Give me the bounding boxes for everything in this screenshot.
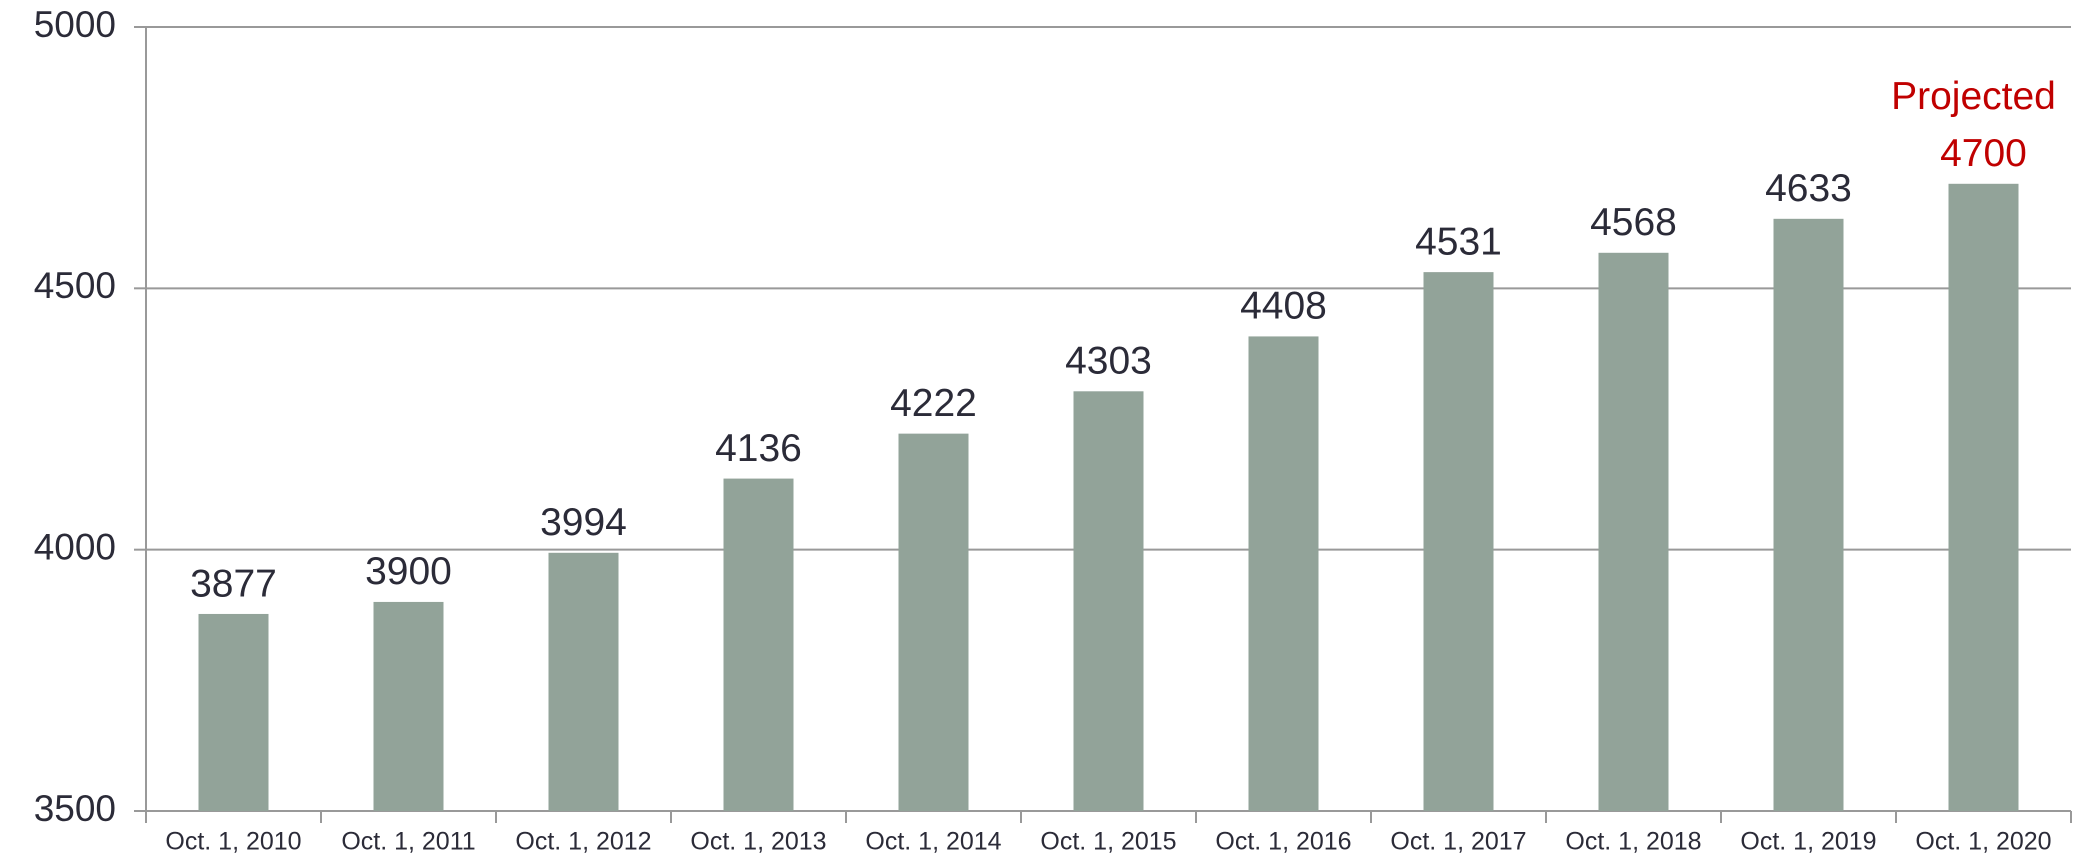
bar	[898, 433, 969, 811]
value-label: 4222	[890, 382, 977, 425]
value-label: 4700	[1940, 132, 2027, 175]
x-tick-label: Oct. 1, 2019	[1740, 828, 1876, 856]
value-label: 4531	[1415, 220, 1502, 263]
bar	[723, 478, 794, 811]
bar	[198, 613, 269, 811]
y-tick-label: 3500	[34, 788, 116, 829]
x-tick-label: Oct. 1, 2016	[1215, 828, 1351, 856]
x-tick-label: Oct. 1, 2015	[1040, 828, 1176, 856]
bar	[1598, 252, 1669, 812]
bar	[373, 601, 444, 811]
value-label: 4568	[1590, 201, 1677, 244]
y-tick-label: 4500	[34, 265, 116, 306]
x-tick-label: Oct. 1, 2018	[1565, 828, 1701, 856]
x-tick-label: Oct. 1, 2013	[690, 828, 826, 856]
value-label: 4633	[1765, 167, 1852, 210]
value-label: 3900	[365, 550, 452, 593]
bar	[1948, 183, 2019, 812]
value-label: 4408	[1240, 285, 1327, 328]
bar	[548, 552, 619, 811]
bar	[1773, 218, 1844, 811]
value-label: 3994	[540, 501, 627, 544]
bar	[1423, 272, 1494, 811]
x-tick-label: Oct. 1, 2012	[515, 828, 651, 856]
bar	[1073, 391, 1144, 811]
y-tick-label: 4000	[34, 526, 116, 567]
x-tick-label: Oct. 1, 2020	[1915, 828, 2051, 856]
y-tick-label: 5000	[34, 4, 116, 45]
annotation: Projected	[1891, 75, 2056, 118]
value-label: 3877	[190, 562, 277, 605]
x-tick-label: Oct. 1, 2014	[865, 828, 1001, 856]
value-label: 4136	[715, 427, 802, 470]
value-label: 4303	[1065, 340, 1152, 383]
x-tick-label: Oct. 1, 2017	[1390, 828, 1526, 856]
x-tick-label: Oct. 1, 2010	[165, 828, 301, 856]
bar	[1248, 336, 1319, 811]
x-tick-label: Oct. 1, 2011	[341, 828, 475, 856]
